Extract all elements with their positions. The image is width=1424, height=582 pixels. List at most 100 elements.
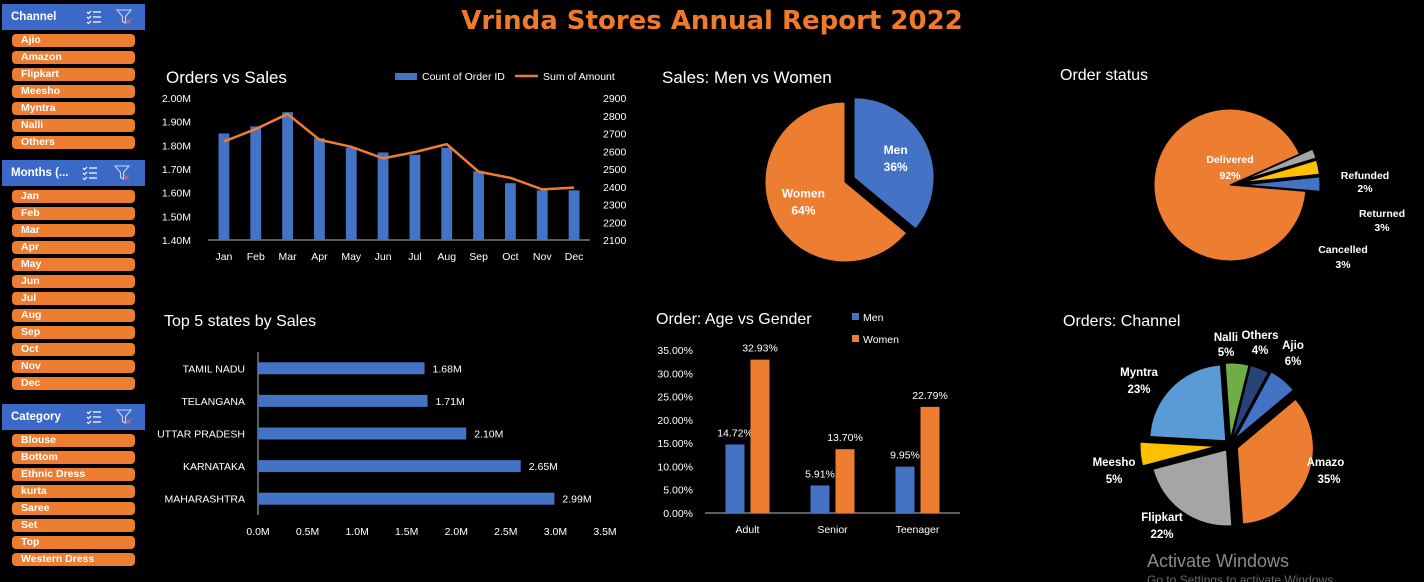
bar-tamil-nadu <box>258 362 425 375</box>
label-value-ajio: 6% <box>1285 356 1302 368</box>
status-slice-returned <box>1243 159 1320 183</box>
month-item-mar[interactable]: Mar <box>12 224 135 237</box>
x-tick-label: 3.0M <box>544 526 567 538</box>
x-tick-label-senior: Senior <box>817 524 848 536</box>
x-tick-label: 1.0M <box>345 526 368 538</box>
month-item-dec[interactable]: Dec <box>12 377 135 390</box>
category-item-top[interactable]: Top <box>12 536 135 549</box>
category-item-set[interactable]: Set <box>12 519 135 532</box>
label-value-nalli: 5% <box>1218 347 1235 359</box>
x-tick-label: May <box>341 251 362 263</box>
channel-item-ajio[interactable]: Ajio <box>12 34 135 47</box>
label-name-meesho: Meesho <box>1093 457 1136 469</box>
label-value-men: 36% <box>884 160 908 174</box>
channel-item-flipkart[interactable]: Flipkart <box>12 68 135 81</box>
order-status-title: Order status <box>1060 67 1149 84</box>
y-tick-label-telangana: TELANGANA <box>181 396 245 408</box>
month-item-oct[interactable]: Oct <box>12 343 135 356</box>
channel-item-nalli[interactable]: Nalli <box>12 119 135 132</box>
category-item-western-dress[interactable]: Western Dress <box>12 553 135 566</box>
multi-select-icon[interactable] <box>86 9 102 25</box>
channel-item-amazon[interactable]: Amazon <box>12 51 135 64</box>
month-item-may[interactable]: May <box>12 258 135 271</box>
category-item-blouse[interactable]: Blouse <box>12 434 135 447</box>
legend-label-women: Women <box>863 334 899 346</box>
orders-channel-chart: Amazon 35% Flipkart 22% Meesho 5% Myntra 23% Nal… <box>1093 330 1345 541</box>
y-right-tick-label: 2300 <box>603 200 627 212</box>
clear-filter-icon[interactable] <box>116 9 132 25</box>
x-tick-label: Aug <box>437 251 456 263</box>
x-tick-label-teenager: Teenager <box>896 524 940 536</box>
channel-item-myntra[interactable]: Myntra <box>12 102 135 115</box>
bar-women-senior <box>835 449 855 513</box>
y-left-tick-label: 2.00M <box>162 93 191 105</box>
bar-count-feb <box>250 126 262 240</box>
months-slicer-header: Months (... <box>2 160 145 186</box>
x-tick-label-adult: Adult <box>736 524 760 536</box>
y-right-tick-label: 2700 <box>603 129 627 141</box>
multi-select-icon[interactable] <box>86 409 102 425</box>
month-item-feb[interactable]: Feb <box>12 207 135 220</box>
value-label-women-teenager: 22.79% <box>912 390 948 402</box>
channel-slice-myntra <box>1149 364 1227 442</box>
bar-count-jun <box>377 152 389 240</box>
month-item-apr[interactable]: Apr <box>12 241 135 254</box>
sales-men-women-title: Sales: Men vs Women <box>662 68 832 87</box>
y-tick-label: 5.00% <box>663 485 693 497</box>
bar-count-nov <box>536 190 548 240</box>
category-item-kurta[interactable]: kurta <box>12 485 135 498</box>
label-value-amazon: 35% <box>1317 474 1340 486</box>
value-label-tamil-nadu: 1.68M <box>433 363 462 375</box>
value-label-men-adult: 14.72% <box>717 427 753 439</box>
bar-men-adult <box>725 444 745 513</box>
y-right-tick-label: 2400 <box>603 182 627 194</box>
y-tick-label-maharashtra: MAHARASHTRA <box>164 494 245 506</box>
orders-vs-sales-chart: Count of Order ID Sum of Amount 2.00M 1.90M… <box>162 71 627 263</box>
category-slicer-header: Category <box>2 404 145 430</box>
age-vs-gender-chart: Men Women 35.00% 30.00% 25.00% 20.00% 15.00% 10… <box>657 312 960 536</box>
x-tick-label: Apr <box>311 251 328 263</box>
bar-count-may <box>345 147 357 240</box>
label-value-others: 4% <box>1252 345 1269 357</box>
line-sum-of-amount <box>223 112 575 191</box>
value-label-men-senior: 5.91% <box>805 468 835 480</box>
status-slice-refunded <box>1242 148 1317 181</box>
channel-item-meesho[interactable]: Meesho <box>12 85 135 98</box>
label-name-myntra: Myntra <box>1120 367 1158 379</box>
clear-filter-icon[interactable] <box>116 409 132 425</box>
top5-states-chart: TAMIL NADU 1.68M TELANGANA 1.71M UTTAR PRADE… <box>157 352 617 538</box>
x-tick-label: 1.5M <box>395 526 418 538</box>
y-left-tick-label: 1.40M <box>162 235 191 247</box>
y-left-tick-label: 1.50M <box>162 211 191 223</box>
multi-select-icon[interactable] <box>82 165 98 181</box>
channel-slice-meesho <box>1139 441 1217 467</box>
x-tick-label: 2.5M <box>494 526 517 538</box>
month-item-nov[interactable]: Nov <box>12 360 135 373</box>
y-left-tick-label: 1.70M <box>162 164 191 176</box>
y-right-tick-label: 2900 <box>603 93 627 105</box>
bar-men-teenager <box>895 466 915 513</box>
y-right-tick-label: 2200 <box>603 217 627 229</box>
legend-swatch-men <box>852 313 859 320</box>
y-tick-label: 15.00% <box>657 438 693 450</box>
value-label-men-teenager: 9.95% <box>890 450 920 462</box>
clear-filter-icon[interactable] <box>114 165 130 181</box>
month-item-jun[interactable]: Jun <box>12 275 135 288</box>
x-tick-label: Mar <box>279 251 298 263</box>
activate-windows-subtext: Go to Settings to activate Windows. <box>1147 573 1337 582</box>
label-name-ajio: Ajio <box>1282 340 1304 352</box>
y-tick-label: 30.00% <box>657 368 693 380</box>
bar-count-aug <box>441 147 453 240</box>
gender-slice-women <box>764 101 908 263</box>
category-item-ethnic-dress[interactable]: Ethnic Dress <box>12 468 135 481</box>
month-item-jul[interactable]: Jul <box>12 292 135 305</box>
x-tick-label: Feb <box>247 251 265 263</box>
category-item-bottom[interactable]: Bottom <box>12 451 135 464</box>
label-value-delivered: 92% <box>1219 170 1241 182</box>
channel-item-others[interactable]: Others <box>12 136 135 149</box>
month-item-aug[interactable]: Aug <box>12 309 135 322</box>
category-item-saree[interactable]: Saree <box>12 502 135 515</box>
month-item-jan[interactable]: Jan <box>12 190 135 203</box>
legend-label-men: Men <box>863 312 884 324</box>
month-item-sep[interactable]: Sep <box>12 326 135 339</box>
